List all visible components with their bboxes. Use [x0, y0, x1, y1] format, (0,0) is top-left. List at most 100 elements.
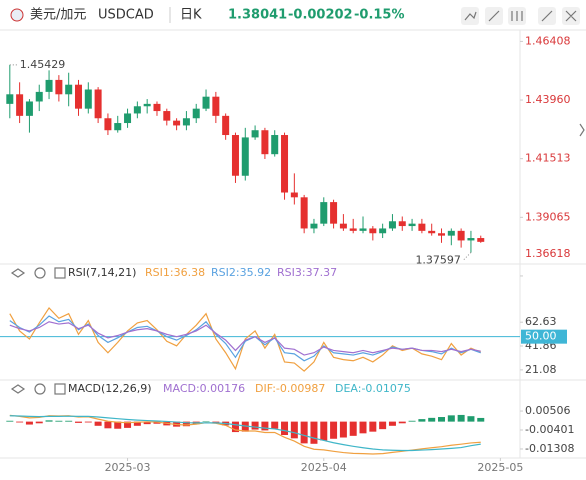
y-tick-label: 62.63	[525, 315, 557, 328]
annotation-label: 1.37597	[415, 253, 461, 266]
candle-body	[35, 91, 43, 102]
macd-bar	[271, 421, 279, 429]
candle-body	[281, 135, 289, 193]
macd-bar	[231, 421, 239, 433]
macd-bar	[65, 420, 73, 422]
candle-body	[153, 103, 161, 112]
candle-body	[202, 96, 210, 109]
macd-bar	[398, 421, 406, 424]
candle-body	[300, 197, 308, 229]
candle-body	[241, 137, 249, 176]
scroll-arrow[interactable]	[579, 123, 585, 137]
candle-body	[379, 228, 387, 234]
gear-icon[interactable]	[34, 267, 46, 279]
candle-body	[330, 202, 338, 224]
candle-body	[124, 113, 132, 124]
legend-entry: DIF:-0.00987	[255, 382, 325, 395]
macd-bar	[359, 421, 367, 434]
macd-bar	[25, 421, 33, 425]
candle-body	[192, 108, 200, 119]
y-tick-label: 21.08	[525, 363, 557, 376]
candle-body	[143, 103, 151, 107]
period[interactable]: 日K	[180, 8, 202, 23]
macd-bar	[74, 421, 82, 423]
y-tick-label: 1.36618	[525, 247, 571, 260]
y-tick-label: -0.00401	[525, 423, 574, 436]
macd-bar	[55, 420, 63, 422]
rsi-line	[9, 321, 481, 356]
candle-body	[114, 123, 122, 131]
price: 1.38041	[228, 8, 287, 23]
candle-body	[398, 221, 406, 227]
macd-bar	[290, 421, 298, 439]
candle-body	[163, 111, 171, 121]
macd-bar	[428, 417, 436, 422]
macd-bar	[457, 414, 465, 422]
x-tick-label: 2025-04	[301, 461, 347, 474]
macd-bar	[143, 421, 151, 425]
macd-bar	[212, 421, 220, 423]
flag-icon	[10, 8, 24, 22]
candle-body	[477, 238, 485, 242]
gear-icon[interactable]	[34, 383, 46, 395]
candle-body	[408, 223, 416, 227]
legend-entry: MACD:0.00176	[163, 382, 245, 395]
macd-bar	[202, 421, 210, 422]
annotation-leader	[462, 252, 472, 261]
macd-bar	[320, 421, 328, 441]
macd-bar	[114, 421, 122, 429]
candle-body	[261, 130, 269, 155]
macd-bar	[153, 421, 161, 424]
macd-bar	[438, 417, 446, 422]
candle-body	[447, 230, 455, 236]
legend-entry: RSI3:37.37	[277, 266, 337, 279]
candle-body	[25, 101, 33, 116]
candle-body	[359, 228, 367, 231]
macd-bar	[339, 421, 347, 438]
y-tick-label: 1.39065	[525, 210, 571, 223]
table-icon[interactable]	[54, 383, 66, 395]
candle-body	[290, 192, 298, 198]
indicator-title: MACD(12,26,9)	[68, 382, 152, 395]
macd-controls	[10, 383, 66, 395]
rsi-controls	[10, 267, 66, 279]
macd-bar	[281, 421, 289, 436]
candle-body	[310, 223, 318, 229]
toolbar-icons	[464, 10, 577, 22]
candle-body	[6, 94, 14, 104]
indicator-title: RSI(7,14,21)	[68, 266, 136, 279]
change: -0.00202	[288, 8, 353, 23]
legend-entry: DEA:-0.01075	[335, 382, 411, 395]
candle-body	[388, 221, 396, 229]
candle-body	[339, 223, 347, 229]
candle-body	[65, 84, 73, 95]
eye-icon[interactable]	[10, 384, 26, 394]
macd-bar	[388, 421, 396, 426]
candle-body	[94, 89, 102, 119]
macd-bar	[261, 421, 269, 431]
pair-name: 美元/加元	[30, 8, 86, 23]
macd-bar	[379, 421, 387, 430]
macd-bar	[16, 421, 24, 423]
macd-bar	[104, 421, 112, 429]
macd-bar	[133, 421, 141, 426]
y-tick-label: 1.46408	[525, 34, 571, 47]
candle-body	[182, 118, 190, 126]
symbol: USDCAD	[98, 8, 154, 23]
candle-body	[457, 230, 465, 241]
change-pct: -0.15%	[354, 8, 405, 23]
rsi-line	[9, 307, 481, 372]
eye-icon[interactable]	[10, 268, 26, 278]
macd-bar	[251, 421, 259, 430]
macd-bar	[418, 419, 426, 422]
candle-body	[55, 79, 63, 95]
table-icon[interactable]	[54, 267, 66, 279]
candle-body	[16, 94, 24, 116]
macd-bar	[310, 421, 318, 444]
candle-body	[418, 223, 426, 231]
indicator-button[interactable]	[461, 7, 479, 25]
y-tick-label: 1.41513	[525, 152, 571, 165]
macd-bar	[447, 415, 455, 422]
candle-body	[222, 115, 230, 136]
